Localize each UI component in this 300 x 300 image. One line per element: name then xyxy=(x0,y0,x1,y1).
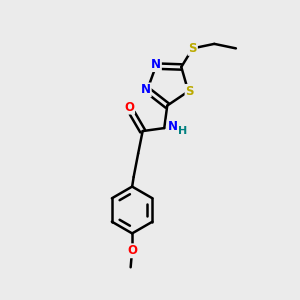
Text: N: N xyxy=(151,58,161,71)
Text: H: H xyxy=(178,126,188,136)
Text: S: S xyxy=(185,85,194,98)
Text: O: O xyxy=(127,244,137,257)
Text: O: O xyxy=(124,100,134,114)
Text: N: N xyxy=(141,83,151,97)
Text: S: S xyxy=(188,42,197,55)
Text: N: N xyxy=(168,120,178,133)
